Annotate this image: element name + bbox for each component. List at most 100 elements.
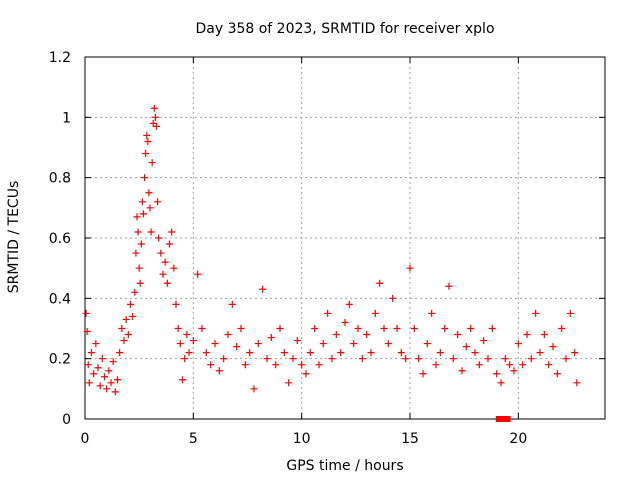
data-point — [462, 343, 470, 351]
data-point — [532, 309, 540, 317]
data-point — [536, 349, 544, 357]
data-point — [350, 340, 358, 348]
data-point — [319, 340, 327, 348]
y-axis-label: SRMTID / TECUs — [6, 181, 22, 294]
data-point — [410, 325, 418, 332]
data-point — [441, 325, 449, 332]
data-point — [220, 355, 228, 363]
data-point — [105, 367, 113, 375]
data-point — [84, 361, 92, 369]
data-point — [137, 240, 145, 248]
y-tick-label: 0.2 — [49, 352, 71, 368]
data-point — [371, 309, 379, 317]
data-point — [553, 370, 561, 378]
data-point — [324, 309, 332, 317]
data-point — [545, 361, 553, 369]
data-point — [114, 376, 121, 384]
data-point — [488, 325, 496, 332]
data-point — [272, 361, 280, 369]
data-point — [285, 379, 293, 387]
data-point — [181, 355, 189, 363]
data-point — [337, 349, 345, 357]
data-point — [419, 370, 427, 378]
data-point — [150, 104, 158, 112]
data-point — [111, 388, 119, 396]
data-point — [145, 189, 153, 197]
data-point — [133, 213, 141, 221]
data-point — [306, 349, 314, 357]
data-point — [185, 349, 193, 357]
data-point — [493, 370, 501, 378]
x-tick-label: 10 — [293, 431, 311, 447]
data-point — [83, 328, 91, 336]
data-point — [211, 340, 219, 348]
data-point — [189, 337, 197, 345]
data-point — [467, 325, 475, 332]
data-point — [144, 137, 152, 145]
data-point — [519, 361, 527, 369]
data-point — [540, 331, 548, 339]
data-point — [124, 331, 132, 339]
data-point — [143, 131, 151, 139]
data-point — [449, 355, 457, 363]
data-point — [302, 370, 310, 378]
data-point — [153, 122, 160, 130]
data-point — [506, 361, 514, 369]
data-point — [136, 279, 144, 287]
data-point — [389, 294, 397, 302]
data-point — [224, 331, 232, 339]
data-point — [480, 337, 488, 345]
data-point — [328, 355, 336, 363]
data-point — [475, 361, 483, 369]
data-point — [82, 309, 90, 317]
data-point — [85, 379, 93, 387]
data-point — [363, 331, 371, 339]
data-point — [147, 228, 155, 236]
data-point — [138, 198, 146, 206]
data-point — [120, 337, 128, 345]
data-point — [501, 355, 509, 363]
data-point — [428, 309, 436, 317]
data-point — [497, 379, 505, 387]
data-point — [241, 361, 249, 369]
data-point — [527, 355, 535, 363]
data-point — [103, 385, 111, 393]
data-point — [571, 349, 579, 357]
data-point — [96, 382, 104, 390]
data-point — [163, 279, 171, 287]
x-tick-label: 5 — [189, 431, 198, 447]
data-point — [202, 349, 210, 357]
data-point — [198, 325, 206, 332]
data-point — [88, 349, 95, 357]
data-point — [161, 258, 169, 266]
data-point — [250, 385, 258, 393]
data-point — [332, 331, 340, 339]
data-point — [384, 340, 392, 348]
data-point — [141, 174, 149, 182]
data-point — [558, 325, 566, 332]
data-point — [116, 349, 124, 357]
y-tick-label: 0 — [62, 412, 71, 428]
data-point — [148, 159, 156, 167]
data-point — [311, 325, 319, 332]
data-point — [471, 349, 479, 357]
data-point — [157, 249, 165, 257]
data-point — [345, 300, 353, 308]
data-point — [263, 355, 271, 363]
data-point — [514, 340, 522, 348]
data-point — [140, 210, 147, 218]
data-point — [573, 379, 581, 387]
data-point — [149, 119, 157, 127]
data-point — [174, 325, 182, 332]
x-tick-label: 20 — [509, 431, 527, 447]
data-point — [132, 249, 140, 257]
data-point — [315, 361, 323, 369]
data-point — [215, 367, 223, 375]
data-point — [154, 198, 162, 206]
data-point — [276, 325, 284, 332]
data-point — [562, 355, 570, 363]
data-point — [380, 325, 388, 332]
data-point — [354, 325, 362, 332]
data-point — [131, 288, 139, 296]
